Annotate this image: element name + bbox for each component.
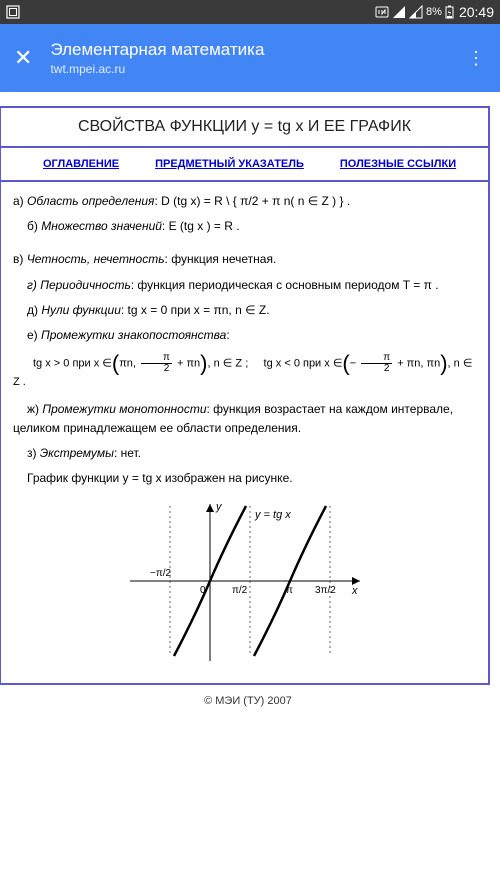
- content: ка и их ких рии за СВОЙСТВА ФУНКЦИИ y = …: [0, 92, 500, 888]
- item-b-label: Множество значений: [41, 219, 162, 233]
- item-a-lead: а): [13, 194, 24, 208]
- svg-text:y: y: [215, 501, 223, 513]
- screenshot-icon: [6, 5, 20, 19]
- app-subtitle: twt.mpei.ac.ru: [50, 62, 467, 76]
- app-title-block: Элементарная математика twt.mpei.ac.ru: [50, 40, 467, 76]
- signal-icon-2: [409, 5, 423, 19]
- item-z-val: : нет.: [114, 446, 141, 460]
- item-a-val: : D (tg x) = R \ { π/2 + π n( n ∈ Z ) } …: [154, 194, 350, 208]
- page-table: ка и их ких рии за СВОЙСТВА ФУНКЦИИ y = …: [0, 106, 490, 685]
- sign-neg-pre: tg x < 0 при x ∈: [264, 358, 343, 370]
- item-e-lead: е): [27, 328, 38, 342]
- item-zh-label: Промежутки монотонности: [42, 402, 206, 416]
- frac-2-2: 2: [361, 364, 392, 374]
- svg-text:x: x: [351, 585, 358, 597]
- nav-toc[interactable]: ОГЛАВЛЕНИЕ: [43, 158, 119, 170]
- item-v-lead: в): [13, 252, 23, 266]
- nfc-icon: [375, 5, 389, 19]
- item-e-val: :: [226, 328, 229, 342]
- sign-neg-2: + πn, πn: [397, 358, 440, 370]
- svg-text:3π/2: 3π/2: [315, 585, 336, 596]
- svg-text:0: 0: [200, 585, 206, 596]
- app-bar: ✕ Элементарная математика twt.mpei.ac.ru…: [0, 24, 500, 92]
- item-d-val: : tg x = 0 при x = πn, n ∈ Z.: [121, 303, 270, 317]
- copyright: © МЭИ (ТУ) 2007: [0, 685, 496, 717]
- item-e-label: Промежутки знакопостоянства: [41, 328, 226, 342]
- svg-text:−π/2: −π/2: [150, 568, 172, 579]
- item-a-label: Область определения: [27, 194, 154, 208]
- battery-percent: 8%: [426, 6, 442, 18]
- graph-caption: График функции y = tg x изображен на рис…: [13, 469, 476, 488]
- sign-mid: , n ∈ Z ;: [208, 358, 249, 370]
- item-v-val: : функция нечетная.: [165, 252, 277, 266]
- sign-pos-1: πn,: [119, 358, 136, 370]
- item-d-lead: д): [27, 303, 38, 317]
- sign-neg-1: −: [350, 358, 356, 370]
- sign-formula: tg x > 0 при x ∈(πn, π2 + πn), n ∈ Z ; t…: [13, 353, 476, 392]
- item-z-label: Экстремумы: [40, 446, 114, 460]
- item-g-label: Периодичность: [40, 278, 131, 292]
- item-z-lead: з): [27, 446, 37, 460]
- svg-text:y = tg x: y = tg x: [254, 509, 291, 521]
- overflow-menu[interactable]: ⋮: [467, 48, 486, 69]
- sign-pos-pre: tg x > 0 при x ∈: [33, 358, 112, 370]
- graph: y x 0 −π/2 π/2 π 3π/2 y = tg x: [13, 496, 476, 672]
- svg-text:π: π: [286, 585, 293, 596]
- page-title: СВОЙСТВА ФУНКЦИИ y = tg x И ЕЕ ГРАФИК: [0, 107, 489, 147]
- nav-links[interactable]: ПОЛЕЗНЫЕ ССЫЛКИ: [340, 158, 456, 170]
- svg-text:π/2: π/2: [232, 585, 248, 596]
- item-d-label: Нули функции: [41, 303, 121, 317]
- close-button[interactable]: ✕: [14, 45, 32, 71]
- nav-index[interactable]: ПРЕДМЕТНЫЙ УКАЗАТЕЛЬ: [155, 158, 304, 170]
- body-cell: а) Область определения: D (tg x) = R \ {…: [0, 181, 489, 684]
- battery-icon: [445, 5, 454, 19]
- item-zh-lead: ж): [27, 402, 39, 416]
- sign-pos-2: + πn: [177, 358, 200, 370]
- item-g-lead: г): [27, 278, 37, 292]
- item-g-val: : функция периодическая с основным перио…: [131, 278, 439, 292]
- frac-2: 2: [141, 364, 172, 374]
- app-title: Элементарная математика: [50, 40, 467, 60]
- item-b-lead: б): [27, 219, 38, 233]
- nav-cell: ОГЛАВЛЕНИЕ ПРЕДМЕТНЫЙ УКАЗАТЕЛЬ ПОЛЕЗНЫЕ…: [0, 147, 489, 181]
- item-v-label: Четность, нечетность: [27, 252, 165, 266]
- item-b-val: : Е (tg x ) = R .: [162, 219, 240, 233]
- signal-icon: [392, 5, 406, 19]
- clock: 20:49: [459, 4, 494, 20]
- status-bar: 8% 20:49: [0, 0, 500, 24]
